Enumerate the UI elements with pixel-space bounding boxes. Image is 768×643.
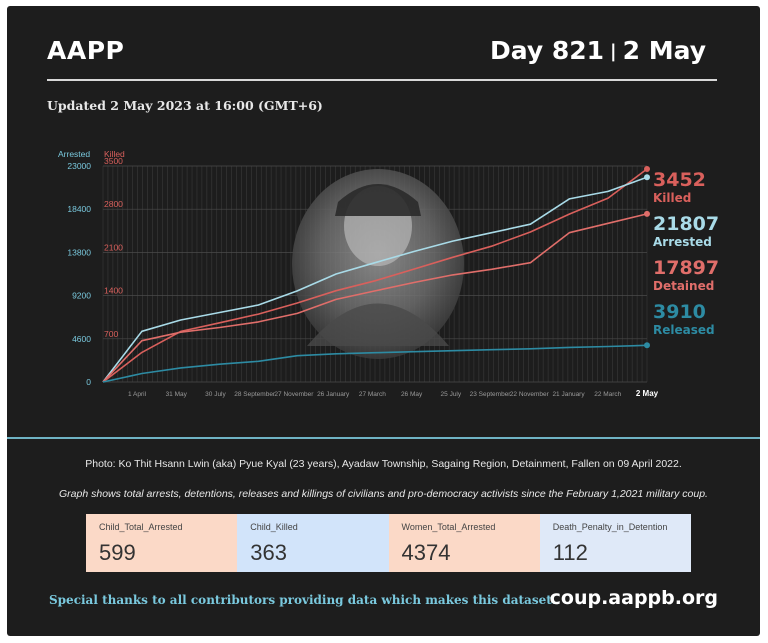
x-tick-label: 25 July (441, 391, 462, 398)
stat-value: 599 (99, 540, 136, 565)
series-line-arrested (102, 176, 648, 383)
stats-cards: Child_Total_Arrested 599 Child_Killed 36… (86, 514, 691, 572)
right-tick-label: 2100 (104, 242, 123, 252)
series-final-value: 17897 (653, 257, 719, 279)
stat-label: Women_Total_Arrested (401, 522, 496, 532)
series-name-label: Detained (653, 279, 714, 293)
infographic-panel: AAPP Day 821 | 2 May Updated 2 May 2023 at… (7, 6, 760, 636)
x-tick-label: 27 November (274, 391, 314, 398)
series-line-detained (102, 213, 648, 383)
graph-caption: Graph shows total arrests, detentions, r… (59, 488, 708, 500)
x-tick-label: 31 May (166, 391, 188, 398)
stat-card-women-arrested: Women_Total_Arrested 4374 (388, 514, 540, 572)
stat-card-child-arrested: Child_Total_Arrested 599 (86, 514, 238, 572)
day-date-header: Day 821 | 2 May (490, 36, 706, 65)
series-line-released (102, 344, 648, 383)
series-lines (102, 165, 650, 383)
x-tick-label: 30 July (205, 391, 226, 398)
x-tick-label: 28 September (234, 391, 276, 398)
series-name-label: Released (653, 323, 715, 337)
day-counter: Day 821 (490, 36, 605, 65)
x-tick-label: 2 May (636, 389, 659, 398)
left-tick-label: 23000 (67, 161, 91, 171)
header-rule (47, 79, 717, 81)
thanks-note: Special thanks to all contributors provi… (49, 593, 556, 607)
series-endpoint-arrested (644, 174, 650, 181)
x-tick-label: 22 March (594, 391, 621, 398)
right-tick-label: 2800 (104, 199, 123, 209)
stat-label: Child_Killed (250, 522, 298, 532)
right-tick-label: 700 (104, 329, 118, 339)
right-axis-title: Killed (104, 149, 125, 159)
photo-caption: Photo: Ko Thit Hsann Lwin (aka) Pyue Kya… (85, 458, 682, 470)
x-tick-label: 23 September (470, 391, 512, 398)
header-separator: | (610, 41, 617, 62)
right-tick-label: 1400 (104, 286, 123, 296)
stat-card-child-killed: Child_Killed 363 (237, 514, 389, 572)
stat-value: 363 (250, 540, 287, 565)
series-name-label: Killed (653, 191, 691, 205)
left-tick-label: 4600 (72, 334, 91, 344)
chart-ticks: 0 4600 9200 13800 18400 23000 700 1400 2100 2800 3… (67, 156, 658, 398)
series-line-killed (102, 168, 648, 383)
timeline-chart: Arrested Killed 0 4600 9200 13800 18400 23000… (58, 149, 719, 398)
stat-label: Child_Total_Arrested (99, 522, 183, 532)
x-tick-label: 21 January (552, 391, 585, 398)
stat-card-death-penalty: Death_Penalty_in_Detention 112 (539, 514, 691, 572)
series-final-value: 21807 (653, 213, 719, 235)
right-tick-label: 3500 (104, 156, 123, 166)
left-tick-label: 0 (86, 377, 91, 387)
x-tick-label: 26 May (401, 391, 423, 398)
x-tick-label: 22 November (510, 391, 550, 398)
series-name-label: Arrested (653, 235, 712, 249)
series-endpoint-released (644, 342, 650, 349)
stat-label: Death_Penalty_in_Detention (552, 522, 668, 532)
axis-labels: Arrested Killed (58, 149, 125, 159)
updated-timestamp: Updated 2 May 2023 at 16:00 (GMT+6) (47, 98, 323, 113)
brand-title: AAPP (47, 36, 125, 65)
left-tick-label: 9200 (72, 291, 91, 301)
x-tick-label: 1 April (128, 391, 147, 398)
stat-value: 4374 (401, 540, 451, 565)
x-tick-label: 27 March (359, 391, 386, 398)
website-link[interactable]: coup.aappb.org (549, 587, 718, 609)
left-tick-label: 13800 (67, 247, 91, 257)
stat-value: 112 (552, 540, 588, 565)
series-final-value: 3452 (653, 169, 706, 191)
section-divider (7, 437, 760, 439)
left-axis-title: Arrested (58, 149, 90, 159)
portrait-photo (292, 169, 464, 359)
series-endpoint-killed (644, 165, 650, 172)
left-tick-label: 18400 (67, 204, 91, 214)
series-endpoint-detained (644, 210, 650, 217)
header-date: 2 May (622, 36, 706, 65)
series-final-value: 3910 (653, 301, 706, 323)
x-tick-label: 26 January (317, 391, 350, 398)
